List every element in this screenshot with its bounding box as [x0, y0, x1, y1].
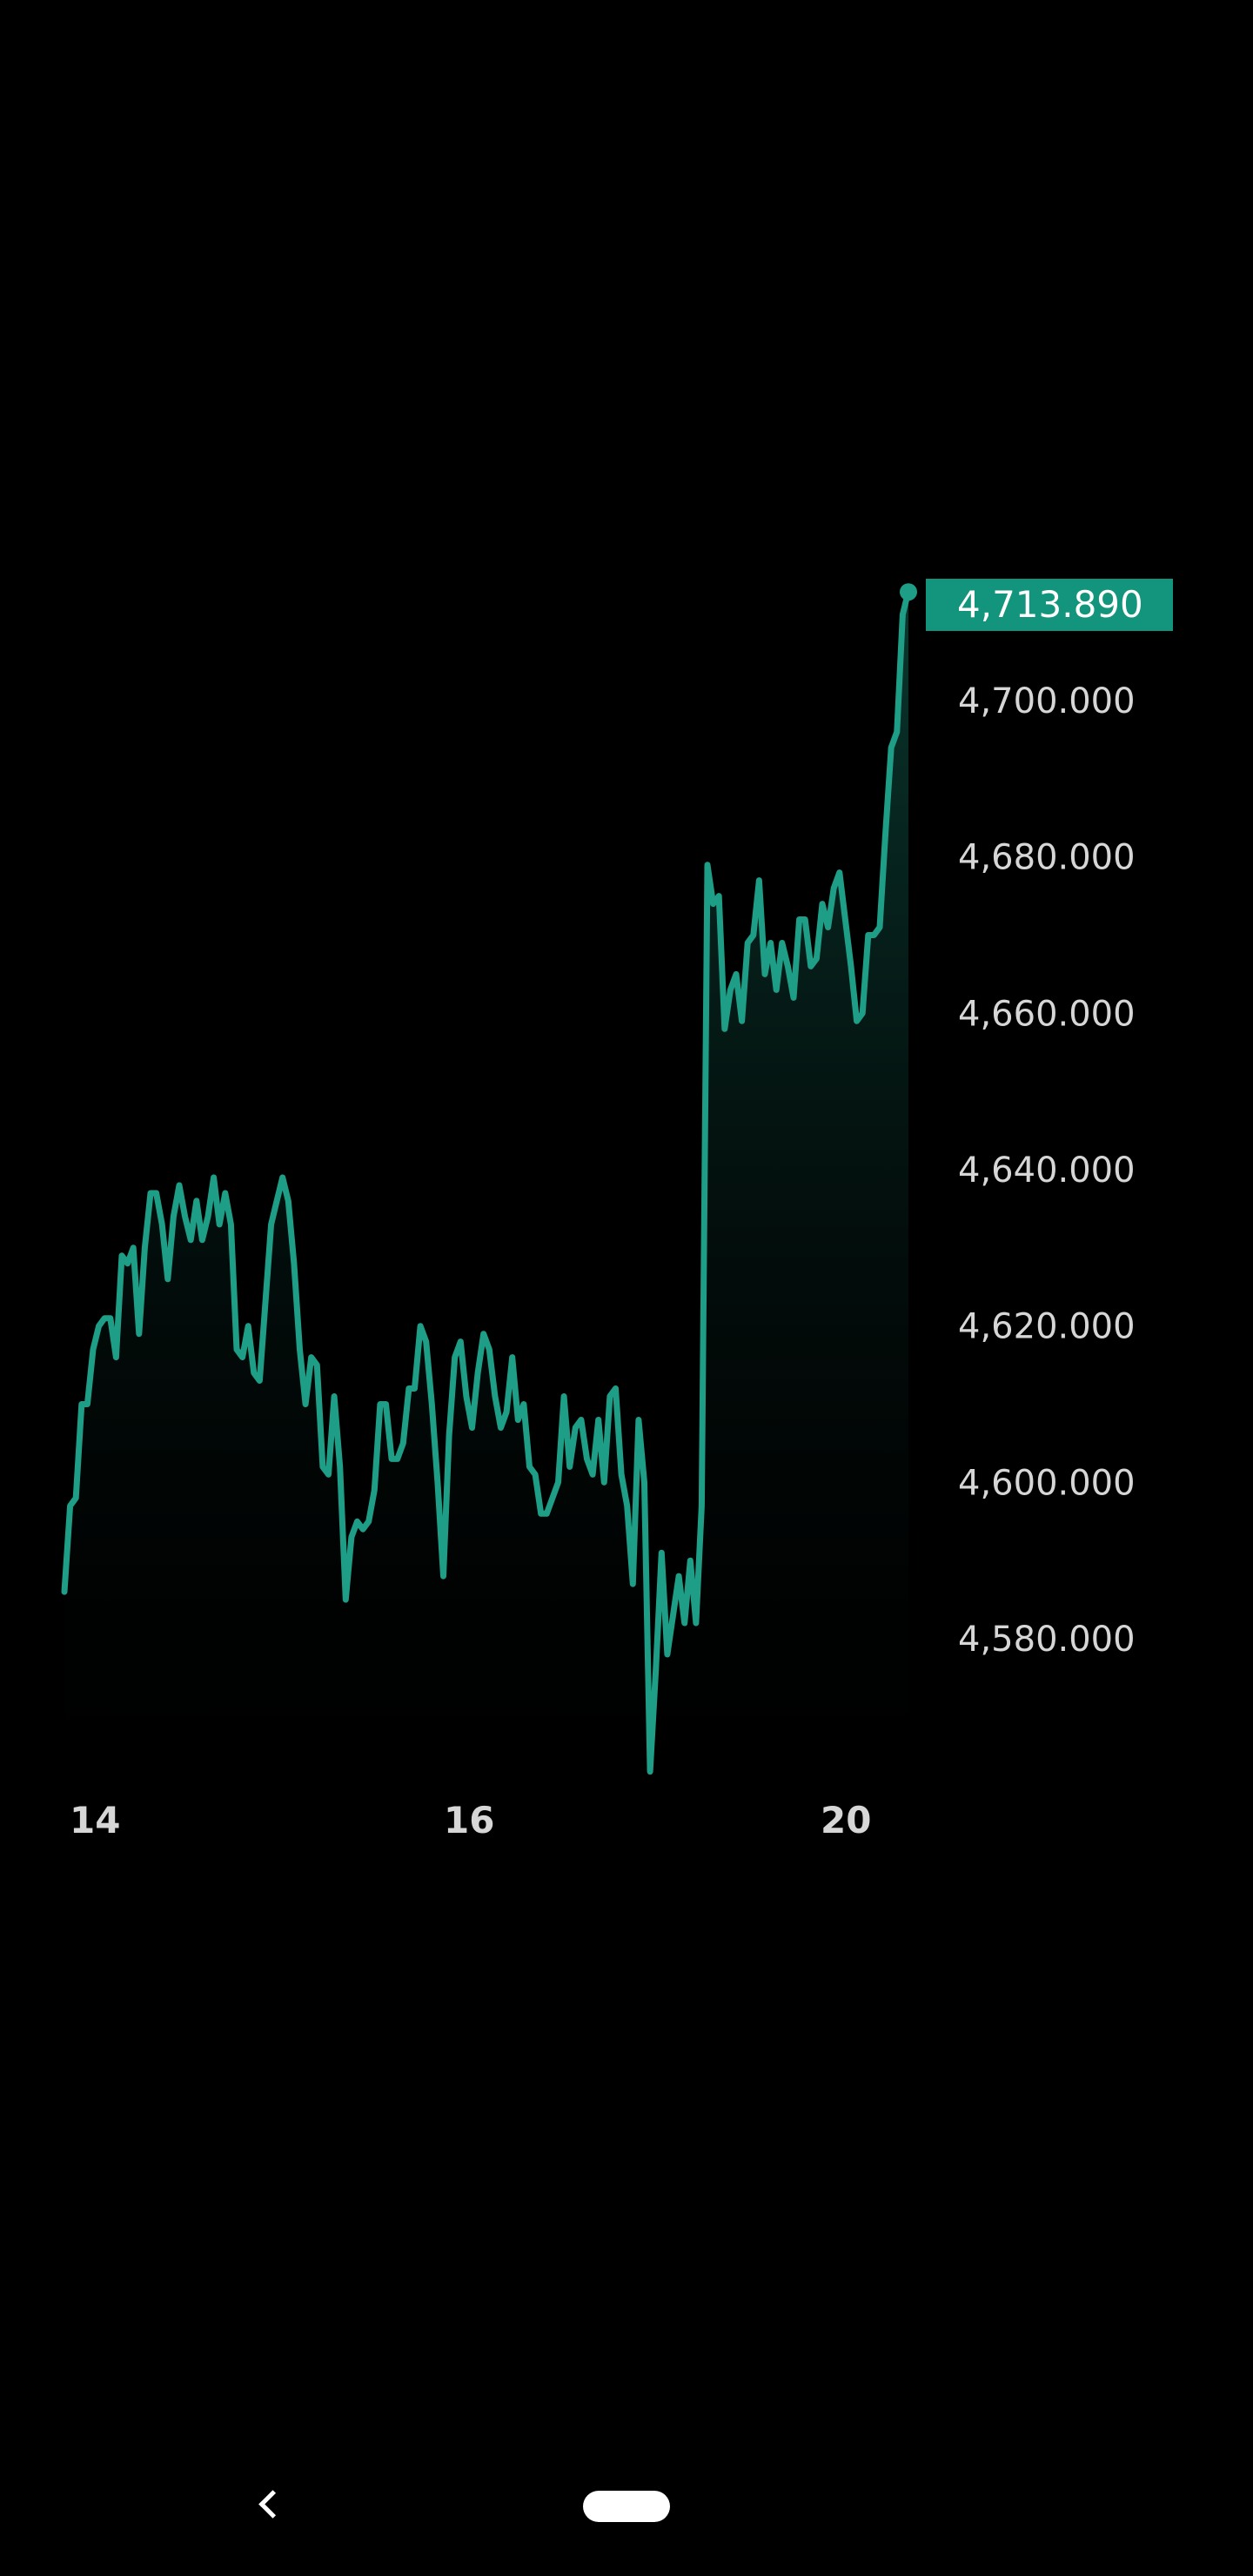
last-price-badge — [926, 579, 1173, 631]
y-tick-label: 4,660.000 — [958, 994, 1136, 1034]
last-price-point — [900, 583, 917, 601]
y-tick-label: 4,600.000 — [958, 1463, 1136, 1503]
back-button[interactable] — [244, 2480, 296, 2532]
home-button[interactable] — [583, 2491, 670, 2522]
navigation-bar — [0, 2437, 1253, 2576]
last-price-label: 4,713.890 — [957, 583, 1143, 626]
y-tick-label: 4,700.000 — [958, 681, 1136, 721]
y-tick-label: 4,620.000 — [958, 1307, 1136, 1347]
x-tick-label: 20 — [821, 1799, 871, 1841]
price-series-line — [61, 587, 912, 1775]
price-chart: 4,580.000 4,600.000 4,620.000 4,640.000 4,66… — [61, 579, 1173, 1841]
y-tick-label: 4,580.000 — [958, 1620, 1136, 1660]
chevron-left-icon — [258, 2490, 287, 2519]
x-tick-label: 16 — [444, 1799, 494, 1841]
y-tick-label: 4,680.000 — [958, 838, 1136, 878]
price-area-fill — [64, 591, 908, 1772]
y-tick-label: 4,640.000 — [958, 1150, 1136, 1191]
x-tick-label: 14 — [70, 1799, 120, 1841]
